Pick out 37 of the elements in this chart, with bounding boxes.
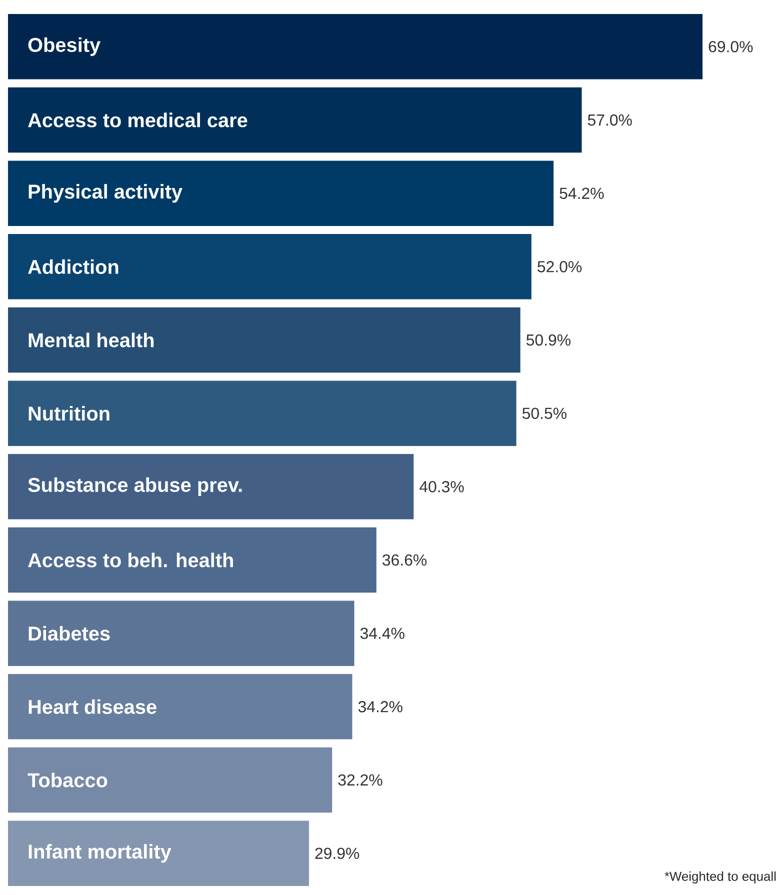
y-tick-label: Diabetes: [28, 626, 110, 641]
y-tick-label: Access to beh. health: [28, 552, 233, 568]
bar: [8, 234, 532, 300]
bar: [8, 527, 376, 593]
bar: [8, 160, 554, 226]
data-label: 40.3%: [420, 481, 464, 492]
bar: [8, 674, 352, 740]
data-label: 69.0%: [708, 41, 753, 52]
data-label: 29.9%: [315, 848, 360, 859]
y-tick-label: Heart disease: [28, 699, 156, 714]
data-label: 32.2%: [338, 774, 382, 786]
data-label: 50.5%: [522, 408, 566, 419]
y-tick-label: Obesity: [28, 37, 100, 56]
bar: [8, 14, 703, 80]
bar: [8, 380, 516, 446]
data-label: 54.2%: [560, 188, 604, 199]
data-label: 36.6%: [382, 554, 427, 566]
data-label: 52.0%: [538, 261, 582, 272]
data-label: 34.4%: [360, 628, 404, 639]
annotation: *Weighted to equall: [664, 871, 776, 884]
y-tick-label: Tobacco: [28, 772, 108, 788]
bar: [8, 820, 309, 886]
data-label: 34.2%: [358, 701, 402, 712]
data-label: 50.9%: [526, 334, 570, 346]
bar: [8, 87, 582, 153]
bar: [8, 747, 332, 813]
y-tick-label: Infant mortality: [28, 844, 172, 863]
y-tick-label: Physical activity: [28, 184, 182, 203]
data-label: 57.0%: [588, 114, 632, 126]
bar: [8, 307, 520, 373]
y-tick-label: Substance abuse prev.: [28, 477, 242, 496]
y-tick-label: Nutrition: [28, 406, 110, 421]
y-tick-label: Access to medical care: [28, 112, 248, 128]
y-tick-label: Mental health: [28, 332, 154, 348]
bar: [8, 454, 414, 520]
y-tick-label: Addiction: [28, 259, 118, 274]
bar: [8, 600, 354, 666]
